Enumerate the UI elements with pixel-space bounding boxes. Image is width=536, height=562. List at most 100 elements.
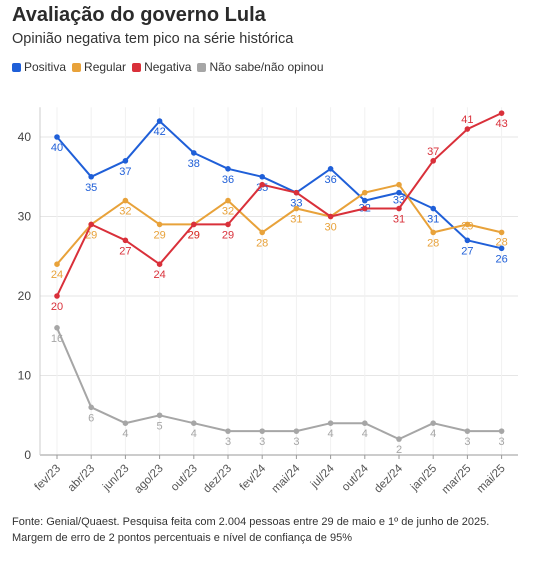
data-point-positiva xyxy=(396,189,402,196)
data-point-regular xyxy=(464,221,471,228)
data-label-regular: 29 xyxy=(188,229,200,241)
x-tick-label: mai/24 xyxy=(270,462,303,495)
x-tick-label: fev/24 xyxy=(238,462,269,493)
y-tick-label: 40 xyxy=(18,130,32,144)
data-label-nao-sabe: 2 xyxy=(396,444,402,456)
data-point-positiva xyxy=(156,118,163,124)
data-label-nao-sabe: 4 xyxy=(362,428,368,440)
data-label-positiva: 38 xyxy=(188,158,200,170)
x-tick-label: jun/23 xyxy=(100,463,131,494)
x-tick-label: ago/23 xyxy=(132,463,165,496)
data-point-nao-sabe xyxy=(362,420,368,427)
data-label-nao-sabe: 3 xyxy=(225,436,231,448)
data-point-positiva xyxy=(259,173,266,180)
data-label-negativa: 27 xyxy=(119,245,131,257)
data-point-regular xyxy=(498,229,505,236)
legend-item-regular: Regular xyxy=(72,60,126,74)
legend-label-nao-sabe: Não sabe/não opinou xyxy=(209,60,324,74)
data-label-negativa: 31 xyxy=(393,214,405,226)
data-label-nao-sabe: 4 xyxy=(191,428,197,440)
data-label-negativa: 37 xyxy=(427,146,439,158)
data-point-nao-sabe xyxy=(122,420,129,427)
data-point-positiva xyxy=(54,134,60,140)
data-point-nao-sabe xyxy=(191,420,197,427)
data-label-regular: 32 xyxy=(119,206,131,218)
x-tick-label: abr/23 xyxy=(66,463,98,495)
x-tick-label: out/24 xyxy=(340,462,372,494)
data-label-negativa: 20 xyxy=(51,301,63,313)
x-tick-label: mai/25 xyxy=(475,463,508,496)
data-label-nao-sabe: 3 xyxy=(499,436,505,448)
data-point-regular xyxy=(54,261,60,267)
data-label-nao-sabe: 3 xyxy=(464,436,470,448)
data-label-positiva: 33 xyxy=(290,198,302,210)
data-label-positiva: 27 xyxy=(461,245,473,257)
data-point-negativa xyxy=(396,205,402,212)
data-point-negativa xyxy=(88,221,94,228)
data-label-positiva: 37 xyxy=(119,166,131,178)
data-label-negativa: 24 xyxy=(153,269,165,281)
source-note: Fonte: Genial/Quaest. Pesquisa feita com… xyxy=(12,516,490,528)
data-point-regular xyxy=(293,205,300,212)
data-point-regular xyxy=(156,221,163,228)
chart-footer: Fonte: Genial/Quaest. Pesquisa feita com… xyxy=(12,514,527,546)
data-label-positiva: 40 xyxy=(51,142,63,154)
y-tick-label: 0 xyxy=(24,448,31,462)
data-point-nao-sabe xyxy=(259,428,266,434)
x-tick-label: dez/24 xyxy=(372,462,405,495)
data-point-positiva xyxy=(225,166,231,172)
data-point-positiva xyxy=(498,245,505,252)
data-point-regular xyxy=(122,197,129,204)
data-label-nao-sabe: 6 xyxy=(88,412,94,424)
data-label-regular: 32 xyxy=(222,206,234,218)
x-tick-label: jul/24 xyxy=(308,462,337,491)
data-point-regular xyxy=(259,229,266,236)
data-label-negativa: 43 xyxy=(495,118,507,130)
x-tick-label: dez/23 xyxy=(201,463,234,496)
data-point-positiva xyxy=(464,237,471,244)
data-point-negativa xyxy=(327,213,334,220)
data-point-negativa xyxy=(362,205,368,212)
y-tick-label: 10 xyxy=(18,369,32,383)
x-tick-label: fev/23 xyxy=(32,463,63,494)
legend-swatch-negativa xyxy=(132,62,142,72)
y-tick-label: 20 xyxy=(18,289,32,303)
data-label-nao-sabe: 4 xyxy=(122,428,128,440)
data-label-nao-sabe: 16 xyxy=(51,333,63,345)
data-label-negativa: 41 xyxy=(461,114,473,126)
data-point-positiva xyxy=(88,173,94,180)
data-label-positiva: 36 xyxy=(324,174,336,186)
data-point-negativa xyxy=(225,221,231,228)
legend-label-negativa: Negativa xyxy=(144,60,192,74)
chart-title: Avaliação do governo Lula xyxy=(12,4,266,26)
series-line-negativa xyxy=(56,112,503,297)
data-point-negativa xyxy=(122,237,129,244)
data-point-positiva xyxy=(430,205,437,212)
data-label-nao-sabe: 3 xyxy=(259,436,265,448)
data-label-positiva: 35 xyxy=(85,182,97,194)
data-label-nao-sabe: 5 xyxy=(157,420,163,432)
series-line-nao-sabe xyxy=(56,327,502,441)
data-point-nao-sabe xyxy=(156,412,163,419)
data-point-nao-sabe xyxy=(54,325,60,331)
data-point-negativa xyxy=(430,158,437,164)
legend-item-positiva: Positiva xyxy=(12,60,66,74)
data-point-negativa xyxy=(293,189,300,196)
data-point-nao-sabe xyxy=(327,420,334,427)
x-tick-label: jan/25 xyxy=(408,463,439,494)
data-point-nao-sabe xyxy=(498,428,505,434)
data-label-regular: 24 xyxy=(51,269,63,281)
legend-swatch-nao-sabe xyxy=(197,62,207,72)
series-line-positiva xyxy=(56,120,502,250)
data-point-negativa xyxy=(54,293,60,299)
data-point-positiva xyxy=(122,158,129,164)
series-line-regular xyxy=(56,183,502,265)
data-point-negativa xyxy=(464,126,471,132)
legend-item-negativa: Negativa xyxy=(132,60,191,74)
data-point-regular xyxy=(430,229,437,236)
data-label-regular: 29 xyxy=(153,229,165,241)
data-point-negativa xyxy=(156,261,163,267)
data-label-regular: 28 xyxy=(427,237,439,249)
data-point-regular xyxy=(362,189,368,196)
